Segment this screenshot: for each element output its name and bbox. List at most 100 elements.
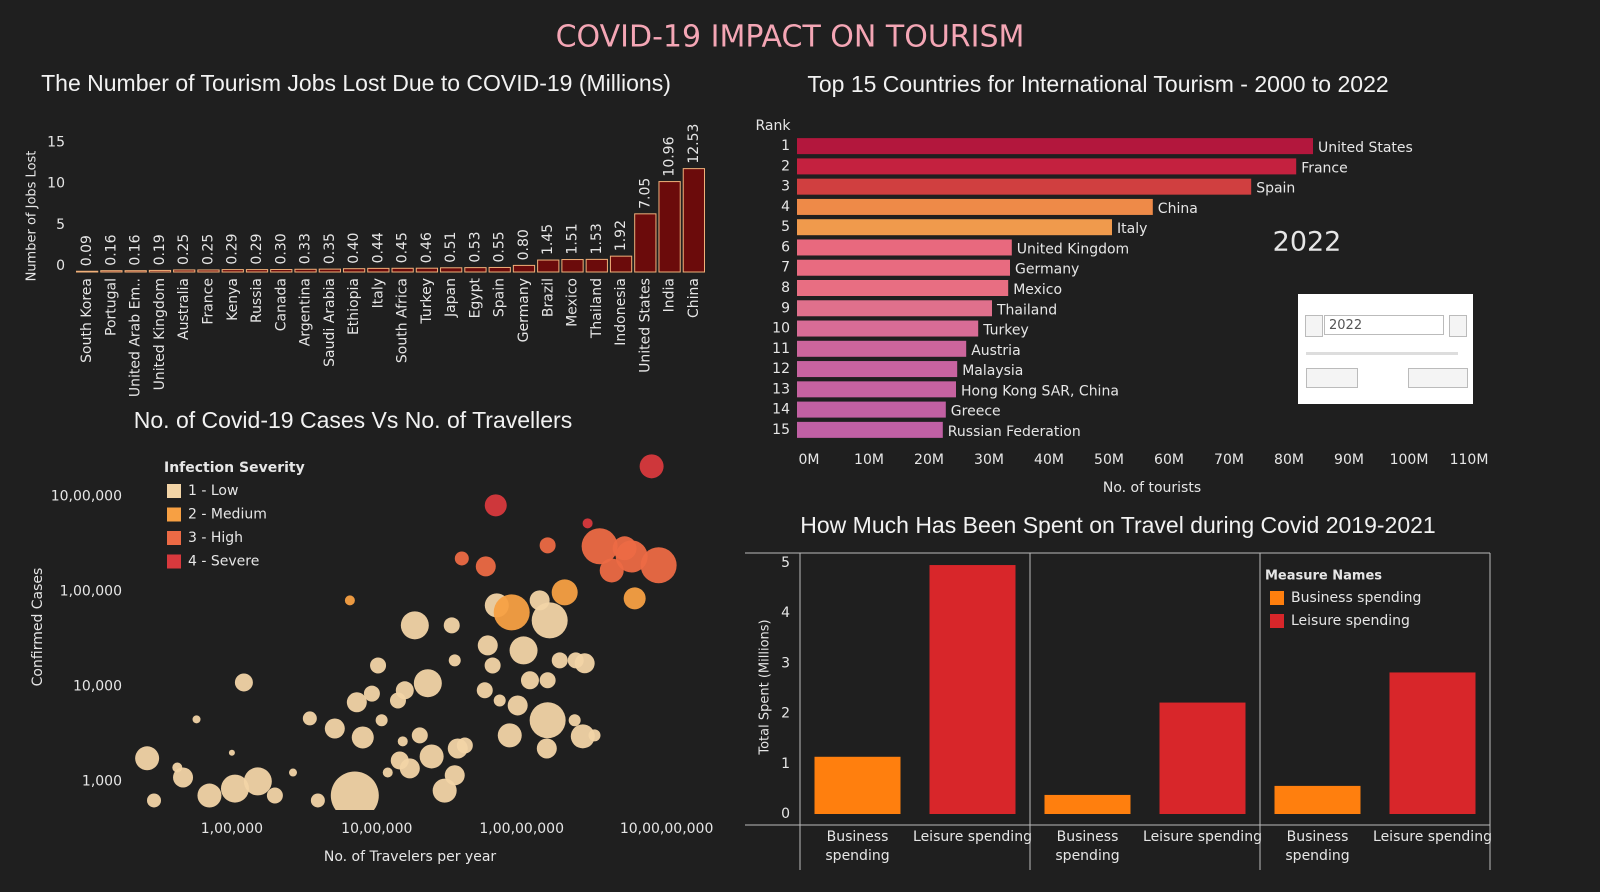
bar (173, 269, 196, 273)
x-tick-label: 10,00,00,000 (620, 821, 714, 837)
y-axis-label: Total Spent (Millions) (758, 619, 773, 755)
rank-label: 9 (781, 300, 790, 316)
x-tick-label: China (686, 278, 702, 318)
bar (197, 269, 220, 273)
bar (367, 267, 390, 273)
bubble (346, 692, 367, 713)
bar-label: Hong Kong SAR, China (961, 383, 1119, 399)
x-tick-label: South Korea (79, 278, 95, 363)
x-tick-label: Business spending (1055, 829, 1120, 864)
x-tick-label: Spain (492, 278, 508, 317)
x-axis-label: No. of tourists (1103, 480, 1201, 496)
value-label: 0.55 (492, 231, 508, 262)
value-label: 12.53 (686, 124, 702, 164)
bubble (568, 714, 581, 727)
bar (797, 138, 1313, 155)
bubble (243, 767, 272, 796)
year-select[interactable]: 2022 (1324, 315, 1444, 335)
x-tick-label: Italy (370, 278, 386, 308)
bar (1389, 672, 1476, 814)
legend-label: 1 - Low (188, 483, 238, 499)
bar (658, 181, 681, 273)
bubble (493, 594, 530, 631)
rank-label: 7 (781, 260, 790, 276)
rank-label: 10 (772, 321, 790, 337)
x-tick-label: Leisure spending (1373, 829, 1492, 845)
speed-controls[interactable] (1408, 368, 1468, 388)
bar (929, 565, 1016, 814)
bubble (173, 767, 194, 788)
bubble (135, 746, 160, 771)
bar-label: France (1301, 160, 1348, 176)
bar (797, 198, 1153, 215)
bubble (411, 727, 428, 744)
x-tick-label-box: Business spending (825, 829, 890, 864)
x-tick-label: India (662, 278, 678, 312)
bubble (484, 494, 507, 517)
prev-button[interactable] (1305, 315, 1323, 337)
bar-label: Italy (1117, 221, 1147, 237)
bubble (639, 454, 664, 479)
value-label: 0.33 (298, 233, 314, 264)
bar (609, 255, 633, 273)
legend-label: 4 - Severe (188, 554, 259, 570)
bar (270, 269, 293, 273)
x-tick-label: 100M (1390, 452, 1429, 468)
bubble (551, 652, 568, 669)
bubble (432, 778, 457, 803)
bubble (192, 715, 201, 724)
bubble (344, 595, 355, 606)
x-tick-label-box: Leisure spending (1143, 829, 1262, 845)
y-tick-label: 0 (56, 258, 65, 274)
play-controls[interactable] (1306, 368, 1358, 388)
bar (797, 158, 1297, 175)
x-tick-label: 1,00,000 (201, 821, 263, 837)
bar (797, 381, 956, 398)
bar (682, 168, 706, 273)
rank-label: 4 (781, 199, 790, 215)
x-tick-label: Business spending (825, 829, 890, 864)
bar (634, 213, 657, 273)
bubble (520, 671, 539, 690)
bubble (197, 783, 222, 808)
bar (415, 267, 439, 273)
value-label: 0.80 (516, 229, 532, 260)
year-annotation: 2022 (1273, 227, 1342, 258)
legend-swatch (1270, 614, 1284, 628)
bubble (536, 738, 557, 759)
bar (797, 361, 958, 378)
value-label: 0.29 (249, 233, 265, 264)
value-label: 10.96 (662, 136, 678, 176)
bar-label: Thailand (996, 302, 1057, 318)
x-tick-label-box: Business spending (1055, 829, 1120, 864)
bubble (529, 702, 566, 739)
bubble (477, 635, 498, 656)
dashboard-title: COVID-19 IMPACT ON TOURISM (556, 20, 1025, 55)
bubble (475, 556, 496, 577)
bubble (539, 537, 556, 554)
value-label: 0.40 (346, 233, 362, 264)
rank-label: 5 (781, 219, 790, 235)
legend-swatch (1270, 591, 1284, 605)
bubble (454, 551, 469, 566)
bar (797, 320, 979, 337)
bar (294, 268, 317, 273)
bar-label: Austria (971, 343, 1020, 359)
year-filter[interactable]: 2022 (1298, 294, 1473, 404)
rank-label: 15 (772, 422, 790, 438)
x-tick-label: South Africa (395, 278, 411, 363)
year-slider[interactable] (1306, 352, 1458, 355)
bubble (228, 749, 235, 756)
legend-swatch (167, 554, 181, 569)
x-tick-label: 10,00,000 (341, 821, 412, 837)
y-tick-label: 1 (781, 756, 790, 772)
next-button[interactable] (1449, 315, 1467, 337)
bubble (493, 694, 506, 707)
bar (512, 264, 536, 273)
x-tick-label: Saudi Arabia (322, 278, 338, 367)
x-tick-label-box: Leisure spending (1373, 829, 1492, 845)
bar (797, 219, 1112, 236)
legend-swatch (167, 507, 181, 522)
bubble (382, 767, 393, 778)
x-tick-label: 90M (1334, 452, 1364, 468)
